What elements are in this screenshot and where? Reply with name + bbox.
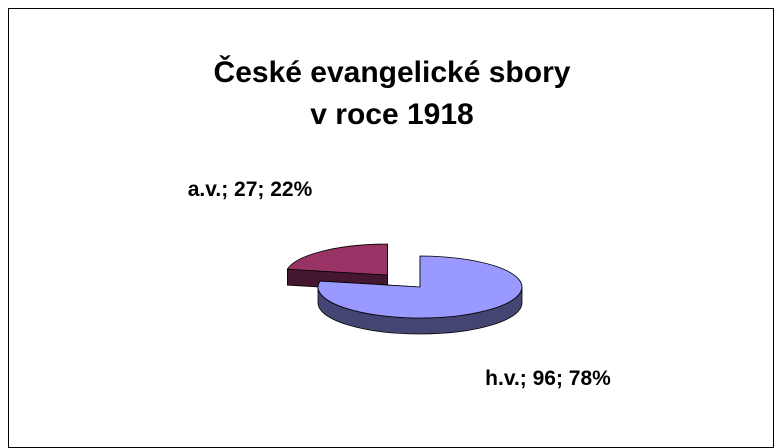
slice [317,255,523,319]
slice [286,243,388,276]
data-label: h.v.; 96; 78% [485,367,611,390]
chart-title: České evangelické sbory v roce 1918 [213,56,571,131]
data-label: a.v.; 27; 22% [187,178,313,201]
page: České evangelické sbory v roce 1918 h.v.… [8,8,774,448]
pie-plot [286,243,523,335]
